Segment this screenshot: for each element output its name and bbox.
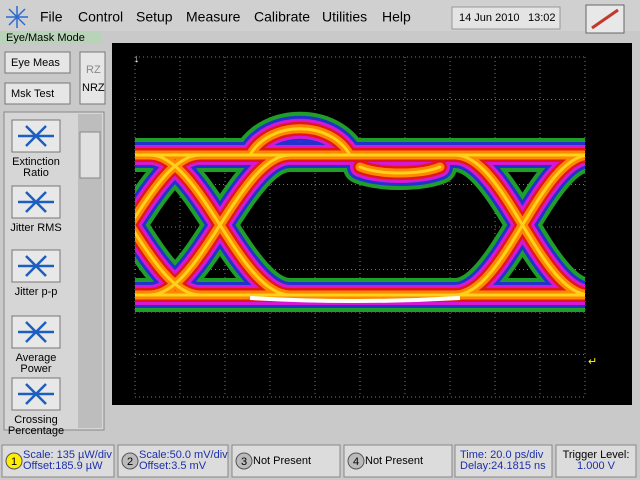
eye-trace xyxy=(358,165,442,175)
eye-trace xyxy=(248,127,352,157)
clock-box xyxy=(451,6,561,30)
menu-item[interactable]: Calibrate xyxy=(254,9,310,25)
eye-hot-line xyxy=(249,296,461,303)
eye-trace xyxy=(135,229,202,297)
measure-icon xyxy=(18,191,54,213)
channel-badge xyxy=(347,452,365,470)
measure-icon xyxy=(18,383,54,405)
date: 14 Jun 2010 xyxy=(459,12,520,24)
channel-text: Offset:3.5 mV xyxy=(139,460,207,472)
channel-text: Scale:50.0 mV/div xyxy=(139,449,228,461)
measure-label: Percentage xyxy=(8,425,64,437)
channel-text: Not Present xyxy=(253,455,311,467)
eye-meas-button[interactable] xyxy=(4,51,71,74)
status-icon-glyph xyxy=(591,8,619,30)
trigger-text: 1.000 V xyxy=(577,460,616,472)
channel-badge xyxy=(5,452,23,470)
time: 13:02 xyxy=(528,12,556,24)
level-marker: ↵ xyxy=(588,356,597,368)
channel-number: 2 xyxy=(127,456,133,468)
menu-item[interactable]: Setup xyxy=(136,9,173,25)
logo xyxy=(6,6,28,28)
display xyxy=(112,43,632,405)
channel-text: Scale: 135 µW/div xyxy=(23,449,112,461)
channel-badge xyxy=(121,452,139,470)
measure-label: Ratio xyxy=(23,167,49,179)
eye-trace xyxy=(453,154,585,297)
time-box[interactable] xyxy=(454,444,553,478)
eye-meas-label: Eye Meas xyxy=(11,57,60,69)
msk-test-button[interactable] xyxy=(4,82,71,105)
rz-nrz-toggle[interactable] xyxy=(79,51,106,105)
channel-text: Offset:185.9 µW xyxy=(23,460,103,472)
channel-number: 3 xyxy=(241,456,247,468)
trigger-box[interactable] xyxy=(555,444,637,478)
menu-item[interactable]: Utilities xyxy=(322,9,367,25)
rz-label: RZ xyxy=(86,64,101,76)
menu-item[interactable]: Control xyxy=(78,9,123,25)
trigger-text: Trigger Level: xyxy=(563,449,630,461)
measure-label: Extinction xyxy=(12,156,60,168)
nrz-label: NRZ xyxy=(82,82,105,94)
measure-label: Power xyxy=(20,363,52,375)
measure-label: Average xyxy=(16,352,57,364)
eye-trace xyxy=(148,153,292,297)
measure-icon xyxy=(18,125,54,147)
measure-label: Crossing xyxy=(14,414,57,426)
scroll-thumb[interactable] xyxy=(79,131,101,179)
time-text: Delay:24.1815 ns xyxy=(460,460,546,472)
measure-icon xyxy=(18,321,54,343)
trigger-marker: ↓ xyxy=(134,53,140,65)
eye-trace xyxy=(135,153,202,221)
channel-number: 4 xyxy=(353,456,359,468)
channel-number: 1 xyxy=(11,456,17,468)
mode-strip xyxy=(0,31,102,44)
measure-label: Jitter RMS xyxy=(10,222,61,234)
menu-item[interactable]: File xyxy=(40,9,63,25)
eye-diagram xyxy=(135,111,585,312)
mode-label: Eye/Mask Mode xyxy=(6,32,85,44)
channel-badge xyxy=(235,452,253,470)
msk-test-label: Msk Test xyxy=(11,88,54,100)
menu-item[interactable]: Measure xyxy=(186,9,241,25)
menu-item[interactable]: Help xyxy=(382,9,411,25)
channel-text: Not Present xyxy=(365,455,423,467)
time-text: Time: 20.0 ps/div xyxy=(460,449,544,461)
measure-label: Jitter p-p xyxy=(15,286,58,298)
measure-icon xyxy=(18,255,54,277)
